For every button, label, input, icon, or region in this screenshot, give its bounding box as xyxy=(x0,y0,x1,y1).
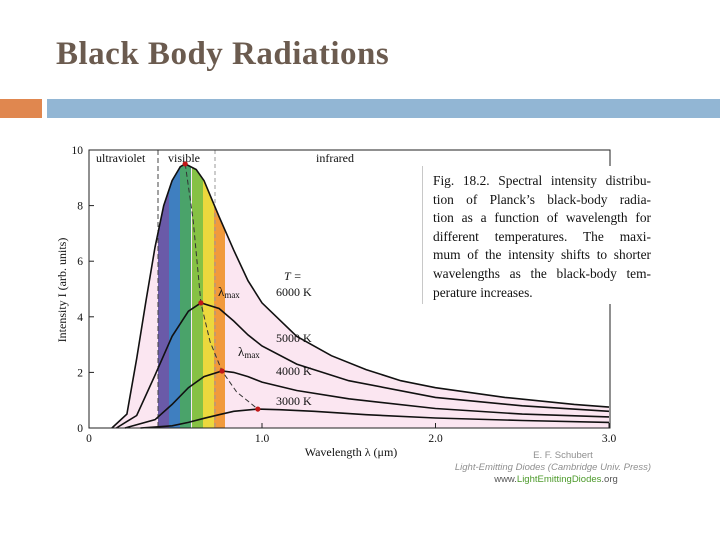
caption-line: different temperatures. The maxi- xyxy=(433,228,651,244)
series-temperature-label: 4000 K xyxy=(276,364,312,378)
y-tick-label: 2 xyxy=(77,367,83,379)
y-tick-label: 6 xyxy=(77,256,83,268)
series-curve xyxy=(124,370,610,429)
temperature-prefix-label: T = xyxy=(284,269,302,283)
slide-title: Black Body Radiations xyxy=(56,36,390,72)
caption-line: mum of the intensity shifts to shorter xyxy=(433,247,651,263)
series-curve xyxy=(115,302,610,429)
x-tick-label: 2.0 xyxy=(428,433,443,445)
accent-bar-right xyxy=(47,99,720,118)
caption-line: tion of Planck’s black-body radia- xyxy=(433,191,651,207)
peak-marker xyxy=(182,161,188,167)
accent-bar-left xyxy=(0,99,42,118)
credit-author: E. F. Schubert xyxy=(533,450,593,461)
wien-curve xyxy=(184,163,259,410)
y-tick-label: 8 xyxy=(77,201,83,213)
x-tick-label: 3.0 xyxy=(602,433,617,445)
y-tick-label: 10 xyxy=(72,145,84,157)
spectrum-band xyxy=(180,163,191,428)
series-temperature-label: 3000 K xyxy=(276,394,312,408)
credit-site-highlight: LightEmittingDiodes xyxy=(516,474,602,485)
lambda-max-label: λmax xyxy=(218,284,240,300)
figure-caption: Fig. 18.2. Spectral intensity distribu- … xyxy=(422,166,655,304)
figure-credits: E. F. Schubert Light-Emitting Diodes (Ca… xyxy=(452,450,652,486)
spectrum-band xyxy=(203,163,214,428)
y-tick-label: 4 xyxy=(77,312,83,324)
peak-marker xyxy=(219,368,225,374)
credit-book: Light-Emitting Diodes (Cambridge Univ. P… xyxy=(454,462,652,473)
peak-marker xyxy=(255,406,261,412)
x-axis-label: Wavelength λ (μm) xyxy=(305,445,398,459)
region-label-visible: visible xyxy=(168,151,200,165)
region-label-infrared: infrared xyxy=(316,151,354,165)
x-tick-label: 1.0 xyxy=(255,433,270,445)
peak-marker xyxy=(198,300,204,306)
lambda-max-label: λmax xyxy=(238,344,260,360)
y-axis-label: Intensity I (arb. units) xyxy=(55,238,69,343)
credit-website: www.LightEmittingDiodes.org xyxy=(452,474,652,486)
spectrum-band xyxy=(192,163,203,428)
caption-line: wavelengths as the black-body tem- xyxy=(433,265,651,281)
credit-site-suffix: .org xyxy=(601,474,618,485)
caption-line: Fig. 18.2. Spectral intensity distribu- xyxy=(433,173,651,188)
envelope-fill xyxy=(111,163,610,428)
series-curve xyxy=(111,162,610,429)
caption-line: tion as a function of wavelength for xyxy=(433,210,651,226)
caption-line: perature increases. xyxy=(433,284,533,300)
series-temperature-label: 6000 K xyxy=(276,285,312,299)
series-temperature-label: 5000 K xyxy=(276,331,312,345)
credit-site-prefix: www. xyxy=(494,474,517,485)
region-label-ultraviolet: ultraviolet xyxy=(96,151,146,165)
y-tick-label: 0 xyxy=(77,423,83,435)
spectrum-band xyxy=(214,163,225,428)
spectrum-band xyxy=(169,163,180,428)
spectrum-band xyxy=(158,163,169,428)
x-tick-label: 0 xyxy=(86,433,92,445)
